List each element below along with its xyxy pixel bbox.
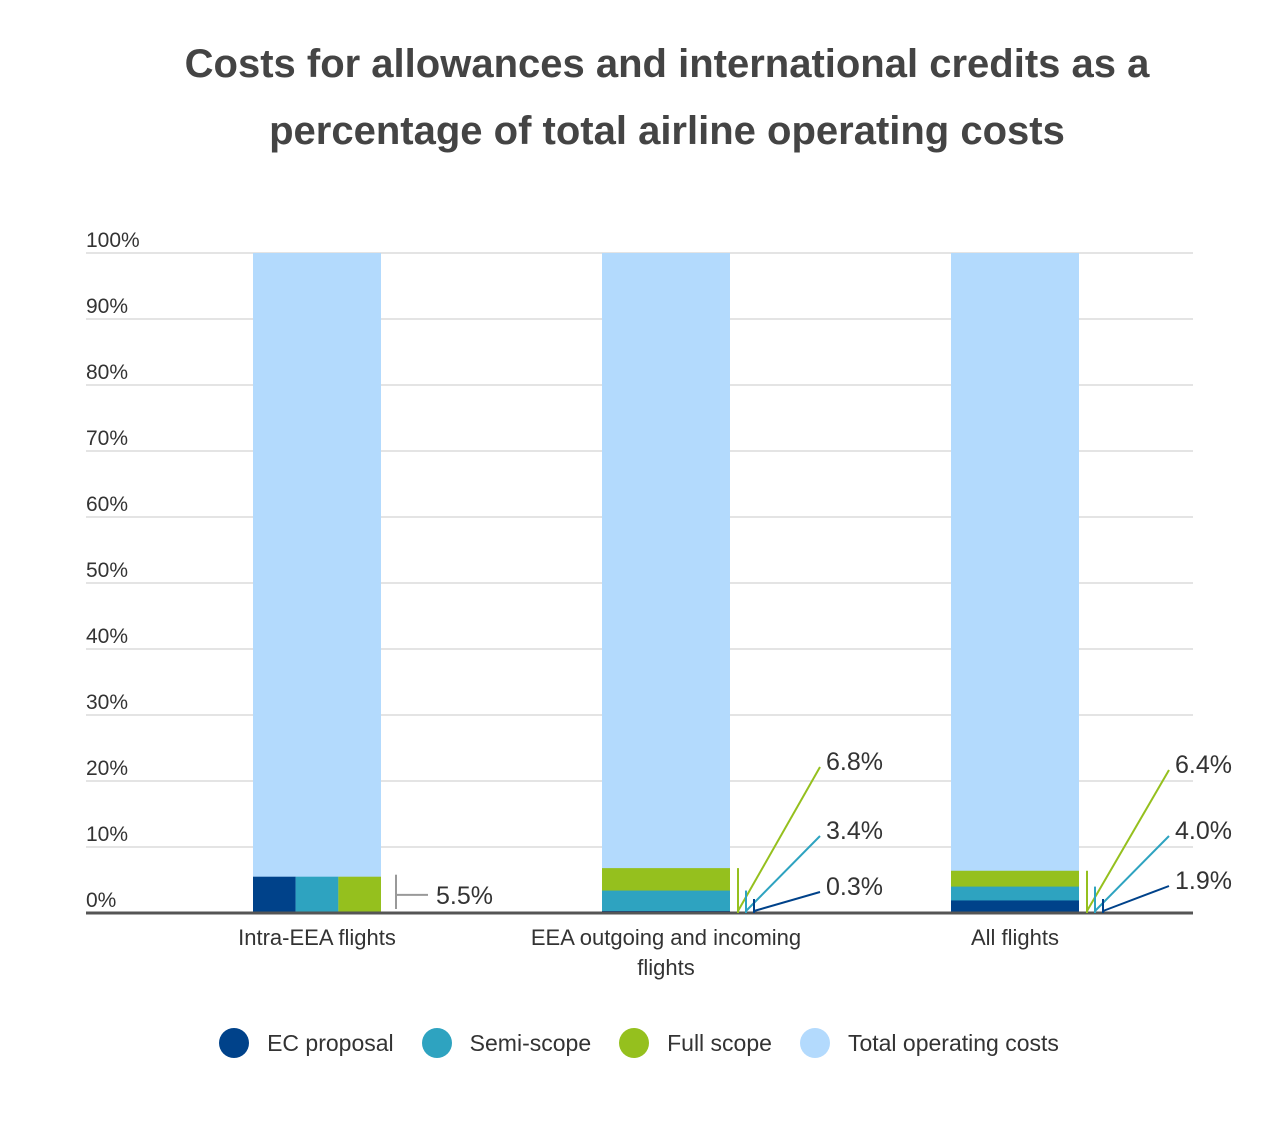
data-label-leader	[1086, 769, 1170, 912]
data-label-leader	[753, 891, 821, 912]
y-tick-label: 20%	[86, 757, 128, 780]
y-tick-label: 40%	[86, 625, 128, 648]
y-tick-label: 80%	[86, 361, 128, 384]
y-tick-label: 30%	[86, 691, 128, 714]
data-label: 3.4%	[826, 817, 883, 845]
data-label: 5.5%	[436, 882, 493, 910]
bar-ec-proposal	[951, 900, 1079, 913]
data-label: 0.3%	[826, 873, 883, 901]
bar-semi-scope	[295, 876, 339, 913]
x-category-label: All flights	[971, 925, 1059, 950]
legend-label-ec-proposal: EC proposal	[267, 1029, 394, 1056]
y-tick-label: 0%	[86, 889, 116, 912]
y-tick-label: 100%	[86, 229, 140, 252]
x-category-label: EEA outgoing and incoming	[531, 925, 801, 950]
bar-total-operating-costs	[253, 253, 381, 913]
legend-swatch-total-operating-costs	[799, 1028, 830, 1058]
y-tick-label: 70%	[86, 427, 128, 450]
x-category-label: Intra-EEA flights	[238, 925, 396, 950]
data-label-leader	[745, 835, 821, 912]
y-tick-label: 90%	[86, 295, 128, 318]
bar-ec-proposal	[253, 876, 296, 913]
chart-title-line-2: percentage of total airline operating co…	[269, 109, 1065, 153]
legend-label-full-scope: Full scope	[667, 1029, 772, 1056]
data-label: 6.4%	[1175, 751, 1232, 779]
data-label: 6.8%	[826, 748, 883, 776]
chart-legend: EC proposal Semi-scope Full scope Total …	[0, 1028, 1278, 1058]
legend-label-total-operating-costs: Total operating costs	[847, 1029, 1059, 1056]
data-label: 4.0%	[1175, 817, 1232, 845]
data-label: 1.9%	[1175, 867, 1232, 895]
legend-swatch-ec-proposal	[219, 1028, 250, 1058]
data-label-leader	[1102, 885, 1170, 912]
bar-total-operating-costs	[602, 253, 730, 913]
y-tick-label: 60%	[86, 493, 128, 516]
legend-item-semi-scope[interactable]: Semi-scope	[421, 1028, 592, 1058]
legend-label-semi-scope: Semi-scope	[469, 1029, 592, 1056]
chart-title-line-1: Costs for allowances and international c…	[184, 42, 1150, 86]
bar-semi-scope	[602, 890, 730, 913]
y-tick-label: 50%	[86, 559, 128, 582]
data-label-leader	[1094, 835, 1170, 912]
bar-full-scope	[338, 876, 381, 913]
legend-swatch-semi-scope	[421, 1028, 452, 1058]
bar-total-operating-costs	[951, 253, 1079, 913]
legend-item-ec-proposal[interactable]: EC proposal	[219, 1028, 394, 1058]
data-label-leader	[737, 766, 821, 912]
legend-swatch-full-scope	[619, 1028, 650, 1058]
x-category-label: flights	[637, 955, 694, 980]
legend-item-total-operating-costs[interactable]: Total operating costs	[799, 1028, 1059, 1058]
legend-item-full-scope[interactable]: Full scope	[619, 1028, 772, 1058]
y-tick-label: 10%	[86, 823, 128, 846]
